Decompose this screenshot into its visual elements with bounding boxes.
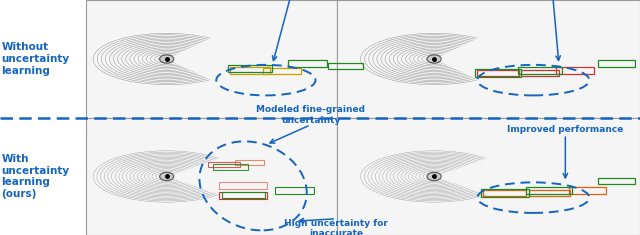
- Bar: [337, 118, 640, 235]
- Ellipse shape: [427, 55, 441, 63]
- Bar: [598, 178, 635, 184]
- Bar: [328, 63, 364, 69]
- Bar: [483, 190, 526, 196]
- Ellipse shape: [159, 55, 173, 63]
- Bar: [598, 60, 635, 67]
- Bar: [520, 70, 559, 76]
- Bar: [86, 118, 337, 235]
- Text: Without
uncertainty
learning: Without uncertainty learning: [1, 42, 69, 76]
- Bar: [477, 70, 519, 76]
- Bar: [220, 182, 268, 189]
- Bar: [569, 187, 606, 194]
- Ellipse shape: [427, 172, 441, 180]
- Bar: [475, 69, 521, 77]
- Bar: [220, 192, 268, 199]
- Bar: [221, 192, 265, 198]
- Bar: [213, 164, 248, 170]
- Bar: [86, 0, 337, 118]
- Text: Improved performance: Improved performance: [507, 125, 623, 134]
- Bar: [481, 189, 529, 197]
- Text: With
uncertainty
learning
(ours): With uncertainty learning (ours): [1, 154, 69, 199]
- Ellipse shape: [159, 172, 173, 180]
- Bar: [275, 187, 314, 194]
- Bar: [236, 160, 264, 165]
- Bar: [230, 67, 269, 74]
- Text: Modeled fine-grained
uncertainty: Modeled fine-grained uncertainty: [256, 105, 365, 125]
- Bar: [228, 65, 271, 72]
- Bar: [529, 190, 570, 196]
- Bar: [526, 187, 572, 194]
- Bar: [288, 60, 326, 67]
- Bar: [337, 0, 640, 118]
- Bar: [518, 67, 561, 74]
- Bar: [556, 67, 593, 74]
- Bar: [262, 68, 301, 74]
- Bar: [208, 162, 240, 167]
- Text: High uncertainty for
inaccurate
pseudo labels: High uncertainty for inaccurate pseudo l…: [284, 219, 388, 235]
